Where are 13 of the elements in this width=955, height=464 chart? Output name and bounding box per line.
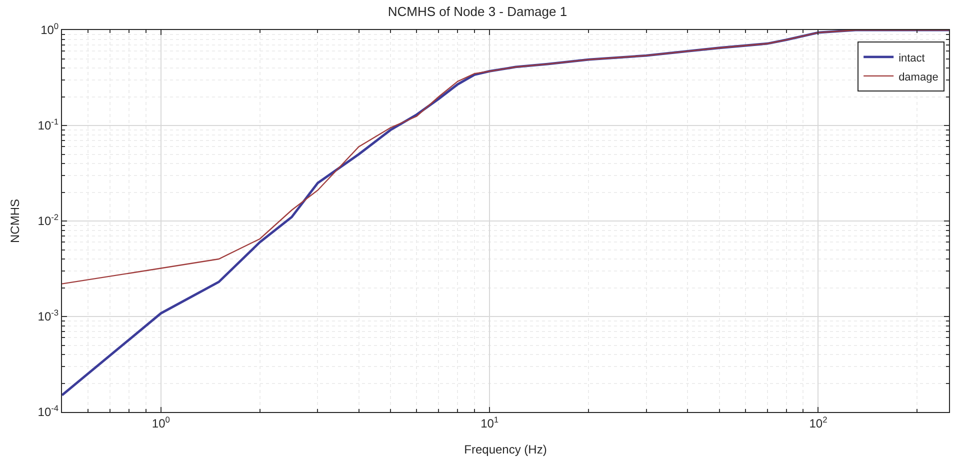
x-tick-label: 10$^{1}$ — [480, 414, 499, 430]
y-tick-label: 10$^{-1}$ — [38, 116, 59, 133]
y-tick-label: 10$^{0}$ — [40, 21, 59, 38]
y-tick-label: 10$^{-4}$ — [38, 403, 59, 420]
chart-title: NCMHS of Node 3 - Damage 1 — [388, 4, 568, 20]
y-tick-label: 10$^{-3}$ — [38, 308, 59, 324]
x-tick-label: 10$^{0}$ — [152, 414, 170, 430]
y-axis-title: NCMHS — [8, 199, 22, 243]
y-tick-label: 10$^{-2}$ — [38, 212, 59, 228]
x-axis-title: Frequency (Hz) — [464, 442, 547, 456]
legend-label: intact — [898, 52, 925, 64]
x-tick-label: 10$^{2}$ — [809, 414, 828, 430]
legend-label: damage — [898, 71, 938, 84]
